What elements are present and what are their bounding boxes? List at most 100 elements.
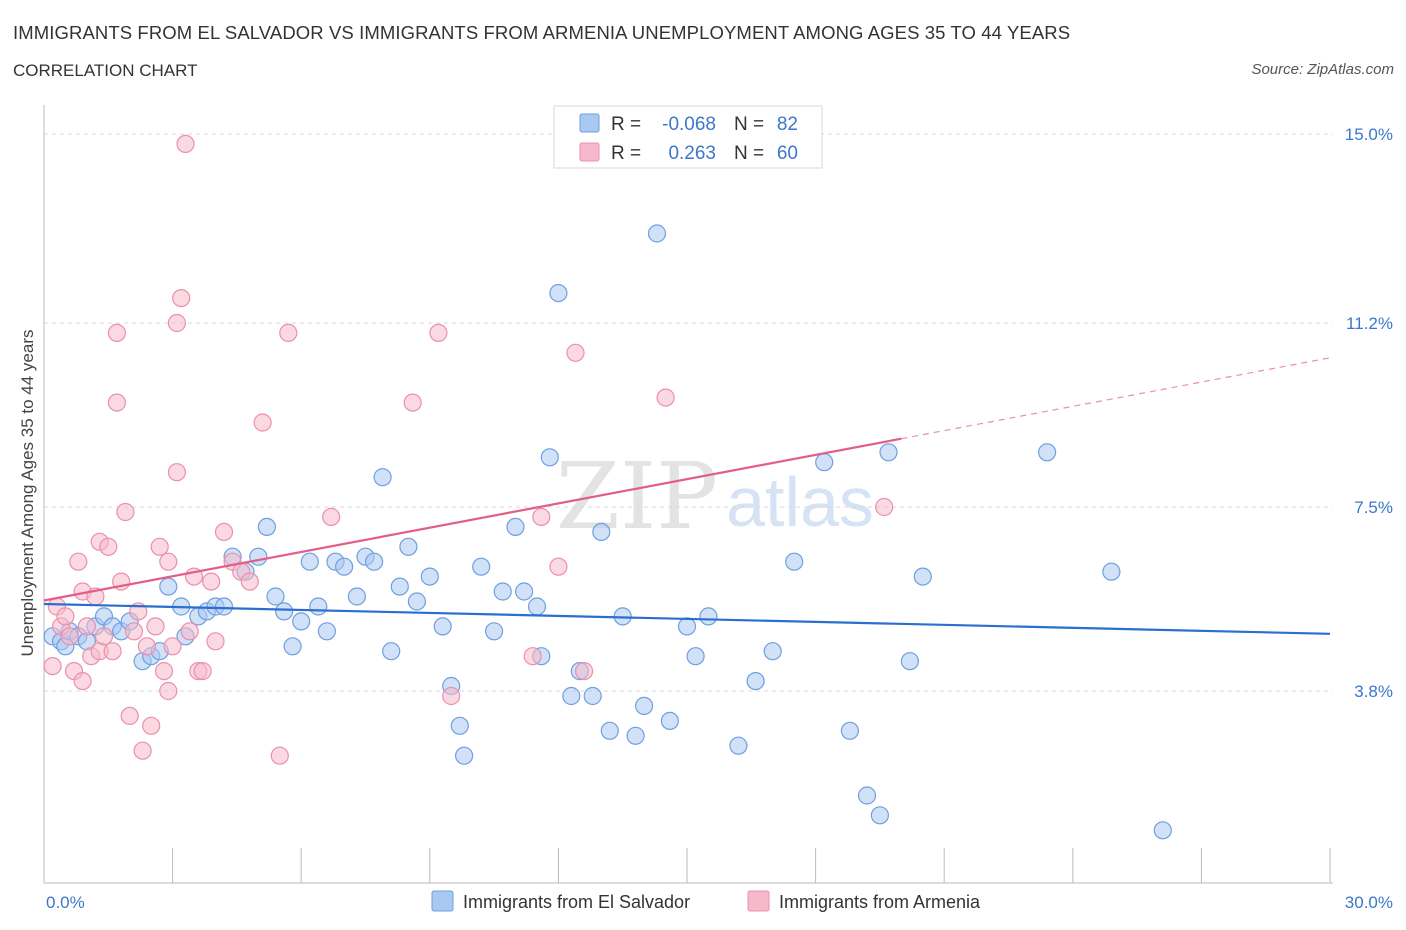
el-salvador-point xyxy=(335,557,354,576)
el-salvador-point xyxy=(283,637,302,656)
el-salvador-point xyxy=(485,622,504,641)
el-salvador-point xyxy=(870,806,890,825)
armenia-point xyxy=(214,522,234,542)
y-tick-label: 7.5% xyxy=(1354,498,1393,517)
armenia-point xyxy=(574,661,594,681)
armenia-point xyxy=(107,323,127,342)
legend-r-label-pink: R = xyxy=(611,143,641,164)
legend-swatch-blue xyxy=(579,113,600,133)
armenia-point xyxy=(279,323,298,342)
armenia-point xyxy=(94,627,114,646)
armenia-point xyxy=(176,134,195,153)
armenia-point xyxy=(442,686,461,706)
bottom-legend-label-pink: Immigrants from Armenia xyxy=(779,892,981,912)
el-salvador-point xyxy=(1102,562,1121,581)
el-salvador-point xyxy=(275,602,294,621)
el-salvador-point xyxy=(686,647,705,666)
el-salvador-point xyxy=(677,617,697,636)
el-salvador-point xyxy=(373,468,392,487)
el-salvador-point xyxy=(562,686,581,706)
armenia-point xyxy=(322,507,341,527)
armenia-point xyxy=(566,343,585,362)
armenia-point xyxy=(429,323,448,342)
el-salvador-point xyxy=(257,517,276,537)
el-salvador-point xyxy=(540,448,559,467)
el-salvador-point xyxy=(300,552,319,571)
armenia-point xyxy=(77,617,97,636)
el-salvador-point xyxy=(527,597,547,616)
armenia-point xyxy=(73,671,92,691)
el-salvador-point xyxy=(347,587,366,606)
el-salvador-point xyxy=(450,716,469,735)
armenia-point xyxy=(240,572,259,591)
armenia-point xyxy=(875,497,894,517)
el-salvador-point xyxy=(433,617,452,636)
armenia-point xyxy=(154,661,174,681)
armenia-point xyxy=(270,746,289,765)
armenia-point xyxy=(146,617,165,636)
el-salvador-point xyxy=(420,567,439,586)
armenia-point xyxy=(167,463,186,482)
el-salvador-point xyxy=(214,597,234,616)
armenia-point xyxy=(69,552,88,571)
el-salvador-point xyxy=(317,622,336,641)
el-salvador-point xyxy=(815,453,834,472)
armenia-point xyxy=(206,632,225,651)
armenia-point xyxy=(163,637,182,656)
el-salvador-point xyxy=(249,547,268,566)
armenia-point xyxy=(159,552,178,571)
armenia-point xyxy=(120,706,139,726)
el-salvador-trendline xyxy=(43,602,1331,635)
el-salvador-point xyxy=(549,284,568,303)
el-salvador-point xyxy=(514,582,534,601)
el-salvador-point xyxy=(626,726,645,745)
el-salvador-point xyxy=(407,592,426,611)
el-salvador-point xyxy=(746,671,765,691)
el-salvador-point xyxy=(913,567,932,586)
el-salvador-point xyxy=(382,642,401,661)
chart-subtitle: CORRELATION CHART xyxy=(13,61,198,80)
el-salvador-point xyxy=(493,582,512,601)
legend-r-value-pink: 0.263 xyxy=(668,143,716,164)
x-tick-label-min: 0.0% xyxy=(46,893,85,912)
armenia-point xyxy=(43,656,62,676)
legend-n-value-pink: 60 xyxy=(777,143,798,164)
el-salvador-point xyxy=(399,537,418,556)
el-salvador-point xyxy=(634,696,654,716)
legend-n-value-blue: 82 xyxy=(777,114,798,135)
bottom-legend-label-blue: Immigrants from El Salvador xyxy=(463,892,690,912)
armenia-point xyxy=(137,637,156,656)
source-credit: Source: ZipAtlas.com xyxy=(1251,61,1394,78)
el-salvador-point xyxy=(857,786,877,805)
trend-lines xyxy=(43,357,1331,635)
el-salvador-point xyxy=(583,686,602,706)
bottom-legend-swatch-pink xyxy=(747,890,770,912)
watermark-atlas: atlas xyxy=(726,463,874,541)
el-salvador-point xyxy=(472,557,491,576)
el-salvador-point xyxy=(647,224,667,243)
axis-labels: 3.8% 7.5% 11.2% 15.0% 0.0% 30.0% xyxy=(46,125,1393,912)
el-salvador-point xyxy=(309,597,328,616)
el-salvador-point xyxy=(879,443,898,462)
el-salvador-point xyxy=(1153,821,1172,840)
armenia-point xyxy=(124,622,144,641)
armenia-point xyxy=(253,413,272,432)
watermark-zip: ZIP xyxy=(556,443,718,550)
armenia-point xyxy=(142,716,161,735)
armenia-point xyxy=(167,313,186,333)
el-salvador-point xyxy=(365,552,384,571)
armenia-point xyxy=(60,627,79,646)
chart-title: IMMIGRANTS FROM EL SALVADOR VS IMMIGRANT… xyxy=(13,22,1071,43)
armenia-point xyxy=(532,507,551,527)
y-tick-label: 11.2% xyxy=(1346,314,1393,333)
armenia-point xyxy=(159,681,178,701)
el-salvador-point xyxy=(785,552,804,571)
el-salvador-point xyxy=(763,642,782,661)
armenia-trendline xyxy=(43,437,902,602)
series-legend: Immigrants from El Salvador Immigrants f… xyxy=(431,890,981,912)
legend-n-label-blue: N = xyxy=(734,114,764,135)
armenia-point xyxy=(523,647,542,666)
armenia-trendline-extension xyxy=(901,357,1331,440)
y-axis-title: Unemployment Among Ages 35 to 44 years xyxy=(18,330,37,657)
